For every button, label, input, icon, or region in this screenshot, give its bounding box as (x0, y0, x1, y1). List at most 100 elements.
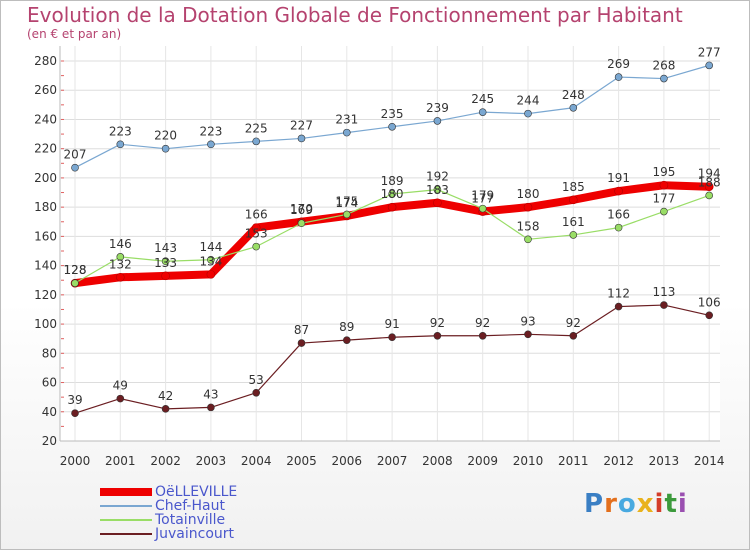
logo-letter: P (584, 489, 605, 519)
x-tick-label: 2001 (105, 454, 136, 468)
data-point (297, 219, 306, 228)
logo-letter: i (654, 489, 665, 519)
data-point (524, 235, 532, 244)
data-label: 180 (517, 187, 540, 201)
data-point (206, 270, 216, 279)
data-label: 183 (426, 183, 449, 197)
data-point (252, 137, 261, 146)
data-label: 91 (384, 317, 399, 331)
data-label: 269 (607, 57, 630, 71)
data-point (524, 109, 532, 118)
legend-item-totainville: Totainville (100, 512, 360, 528)
chart-legend: OëLLEVILLE Chef-Haut Totainville Juvainc… (100, 484, 360, 542)
data-point (252, 388, 261, 397)
data-point (704, 182, 714, 191)
data-point (116, 273, 125, 282)
data-point (342, 336, 351, 344)
data-label: 43 (203, 387, 218, 401)
x-tick-label: 2013 (649, 454, 680, 468)
data-label: 180 (381, 187, 404, 201)
data-point (71, 279, 79, 287)
data-label: 166 (607, 208, 630, 222)
data-label: 175 (335, 194, 358, 208)
data-label: 169 (290, 203, 313, 217)
y-tick-label: 280 (34, 54, 57, 68)
data-label: 106 (698, 295, 721, 309)
data-label: 161 (562, 215, 585, 229)
data-label: 144 (199, 240, 222, 254)
data-label: 134 (199, 254, 222, 268)
data-point (297, 339, 306, 347)
data-point (116, 394, 125, 403)
y-tick-label: 140 (34, 259, 57, 273)
data-label: 92 (566, 316, 581, 330)
data-label: 89 (339, 320, 354, 334)
data-label: 113 (652, 285, 675, 299)
data-point (705, 311, 714, 320)
data-point (207, 140, 215, 149)
y-tick-label: 60 (42, 376, 57, 390)
data-point (478, 331, 487, 340)
data-label: 245 (471, 92, 494, 106)
legend-label-totainville: Totainville (155, 512, 226, 528)
x-tick-label: 2008 (422, 454, 453, 468)
data-point (297, 134, 306, 143)
data-label: 248 (562, 88, 585, 102)
data-point (660, 207, 668, 216)
data-label: 146 (109, 237, 132, 251)
data-point (71, 163, 79, 172)
data-point (433, 117, 442, 125)
data-point (161, 405, 170, 413)
data-point (614, 73, 623, 81)
x-tick-label: 2005 (286, 454, 317, 468)
data-point (524, 330, 532, 339)
data-label: 128 (64, 263, 87, 277)
data-label: 207 (64, 148, 87, 162)
data-label: 143 (154, 241, 177, 255)
data-point (387, 202, 397, 212)
data-point (614, 302, 623, 311)
data-point (161, 271, 170, 281)
data-label: 191 (607, 171, 630, 185)
data-label: 128 (64, 263, 87, 277)
data-label: 244 (517, 94, 540, 108)
data-label: 185 (562, 180, 585, 194)
y-tick-label: 180 (34, 200, 57, 214)
data-label: 179 (471, 189, 494, 203)
x-tick-label: 2010 (513, 454, 544, 468)
y-tick-label: 200 (34, 171, 57, 185)
data-point (433, 185, 442, 194)
logo-letter: o (617, 489, 637, 519)
data-point (569, 231, 578, 239)
data-point (252, 242, 261, 251)
data-label: 223 (109, 124, 132, 138)
proxiti-logo: Proxiti (584, 489, 688, 519)
logo-letter: t (664, 489, 678, 519)
data-label: 49 (113, 379, 128, 393)
legend-item-juvaincourt: Juvaincourt (100, 526, 360, 542)
x-tick-label: 2011 (558, 454, 589, 468)
data-label: 133 (154, 256, 177, 270)
data-point (568, 195, 578, 205)
data-point (478, 108, 487, 116)
data-label: 239 (426, 101, 449, 115)
y-tick-label: 160 (34, 229, 57, 243)
data-label: 223 (199, 124, 222, 138)
data-label: 194 (698, 167, 721, 181)
legend-label-juvaincourt: Juvaincourt (155, 526, 235, 542)
y-tick-label: 40 (42, 405, 57, 419)
logo-letter: i (677, 489, 688, 519)
data-point (207, 255, 215, 264)
data-point (705, 191, 714, 200)
data-point (433, 198, 442, 208)
legend-swatch-juvaincourt (100, 533, 152, 535)
data-label: 170 (290, 202, 313, 216)
legend-label-oelleville: OëLLEVILLE (155, 484, 238, 500)
data-label: 231 (335, 113, 358, 127)
data-point (569, 103, 578, 112)
data-point (388, 122, 396, 131)
x-tick-label: 2009 (467, 454, 498, 468)
y-tick-label: 120 (34, 288, 57, 302)
x-tick-label: 2004 (241, 454, 272, 468)
data-label: 189 (381, 174, 404, 188)
